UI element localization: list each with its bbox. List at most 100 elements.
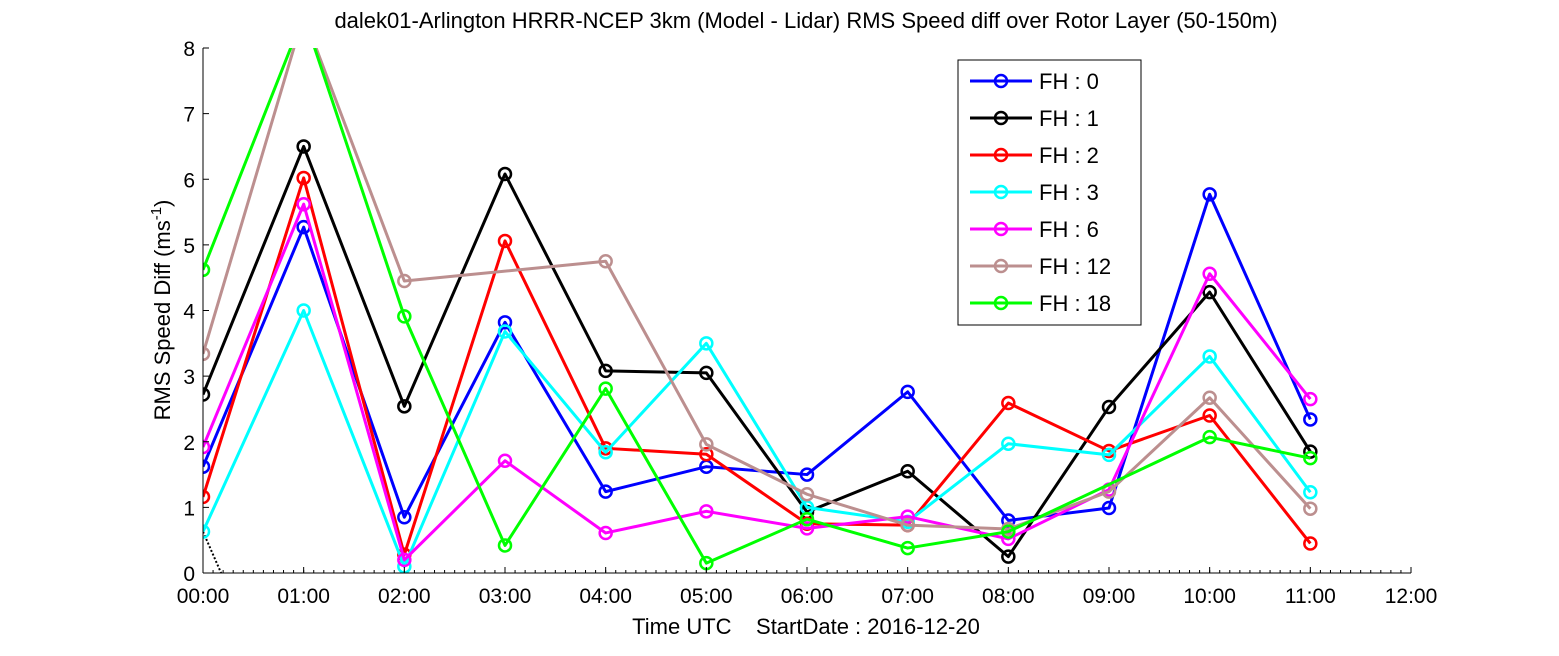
data-point — [497, 166, 513, 182]
data-point — [900, 509, 915, 524]
data-point — [1202, 187, 1217, 202]
data-point — [699, 336, 714, 351]
data-point — [900, 540, 915, 556]
data-point — [900, 384, 915, 400]
data-point — [900, 517, 915, 533]
x-tick-label: 09:00 — [1083, 585, 1136, 608]
legend-entry: FH : 0 — [970, 69, 1099, 94]
chart-title: dalek01-Arlington HRRR-NCEP 3km (Model -… — [334, 8, 1277, 33]
legend-swatch-marker — [993, 110, 1009, 126]
data-point — [296, 139, 311, 154]
data-point — [699, 437, 714, 452]
data-point — [598, 381, 613, 396]
x-tick-label: 00:00 — [177, 585, 230, 608]
data-point — [497, 538, 513, 553]
data-point — [497, 315, 513, 330]
data-point — [1001, 395, 1016, 411]
data-point — [203, 439, 211, 455]
y-axis-label-main: RMS Speed Diff (ms — [150, 220, 175, 420]
data-point — [397, 509, 412, 525]
data-point — [296, 303, 311, 318]
legend-swatch-marker — [993, 295, 1009, 311]
series-line — [203, 48, 1311, 565]
x-tick-label: 07:00 — [881, 585, 934, 608]
data-point — [397, 309, 412, 324]
series-line — [203, 48, 1312, 531]
data-point — [1303, 485, 1318, 500]
dotted-fragment — [203, 531, 223, 573]
legend-label: FH : 6 — [1039, 217, 1099, 242]
data-point — [203, 346, 211, 362]
series-fh6 — [203, 196, 1318, 568]
y-tick-label: 1 — [183, 497, 195, 520]
data-point — [1303, 501, 1318, 516]
data-point — [397, 273, 412, 289]
series-fh1 — [203, 139, 1318, 564]
data-point — [1101, 447, 1117, 463]
data-point — [397, 399, 412, 414]
y-tick-label: 0 — [183, 563, 195, 586]
legend-swatch-marker — [993, 221, 1009, 237]
x-axis-ticks: 00:00 01:00 02:00 03:00 04:00 05:00 06:00 07:00… — [177, 567, 1437, 608]
data-point — [203, 524, 211, 539]
data-point — [1001, 524, 1016, 539]
series-line — [203, 309, 1312, 568]
data-point — [1202, 284, 1217, 300]
series-line — [203, 144, 1312, 559]
data-point — [1303, 450, 1318, 466]
legend-label: FH : 18 — [1039, 291, 1111, 316]
series-line — [203, 202, 1312, 562]
legend-swatch-marker — [993, 73, 1009, 89]
y-axis-label-superscript: -1 — [148, 207, 165, 220]
y-tick-label: 8 — [183, 38, 195, 61]
x-tick-label: 11:00 — [1285, 585, 1336, 608]
legend-entry: FH : 3 — [970, 180, 1099, 205]
data-point — [298, 9, 310, 21]
legend-label: FH : 0 — [1039, 69, 1099, 94]
data-point — [1202, 390, 1217, 406]
data-point — [497, 453, 513, 469]
x-tick-label: 08:00 — [982, 585, 1035, 608]
data-point — [203, 387, 211, 402]
legend-label: FH : 1 — [1039, 106, 1099, 131]
data-point — [497, 324, 513, 339]
y-axis-ticks: 0 1 2 3 4 5 6 7 8 — [183, 38, 209, 586]
data-point — [203, 459, 211, 474]
legend-entry: FH : 1 — [970, 106, 1099, 131]
series-line — [203, 176, 1312, 557]
data-point — [1202, 408, 1217, 423]
data-point — [799, 521, 815, 536]
data-point — [1202, 349, 1217, 364]
y-tick-label: 3 — [183, 366, 195, 389]
data-point — [699, 365, 714, 381]
legend-entry: FH : 2 — [970, 143, 1099, 168]
x-tick-label: 02:00 — [378, 585, 431, 608]
y-axis-label-end: ) — [150, 200, 175, 207]
series-fh18 — [203, 9, 1318, 571]
legend-swatch-marker — [993, 184, 1009, 200]
data-point — [598, 445, 613, 460]
data-point — [1101, 399, 1117, 415]
data-point — [1101, 500, 1117, 516]
data-point — [1202, 266, 1217, 281]
data-point — [699, 504, 714, 519]
data-point — [203, 489, 211, 505]
data-point — [1001, 549, 1016, 564]
legend-swatch-marker — [993, 258, 1009, 274]
data-point — [900, 464, 915, 479]
data-point — [298, 9, 310, 21]
data-point — [203, 262, 211, 278]
data-point — [598, 484, 613, 499]
data-point — [296, 170, 311, 186]
y-axis-label: RMS Speed Diff (ms-1) — [148, 200, 175, 421]
legend-label: FH : 2 — [1039, 143, 1099, 168]
legend-label: FH : 3 — [1039, 180, 1099, 205]
x-tick-label: 05:00 — [680, 585, 733, 608]
data-point — [1303, 391, 1318, 407]
x-tick-label: 06:00 — [781, 585, 834, 608]
y-tick-label: 7 — [183, 104, 195, 127]
data-point — [699, 446, 714, 462]
legend-entry: FH : 18 — [970, 291, 1111, 316]
legend-label: FH : 12 — [1039, 254, 1111, 279]
data-point — [799, 467, 815, 482]
